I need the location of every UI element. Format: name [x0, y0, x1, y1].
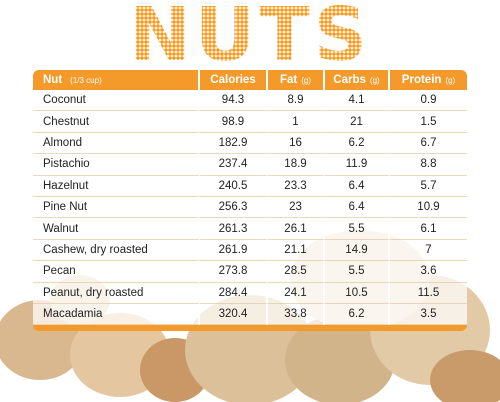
nut-name: Coconut — [33, 90, 200, 112]
value-cell: 261.3 — [200, 218, 268, 240]
value-cell: 11.5 — [390, 283, 467, 304]
value-cell: 26.1 — [268, 218, 325, 240]
nut-name: Chestnut — [33, 111, 200, 133]
value-cell: 23 — [268, 196, 325, 219]
value-cell: 24.1 — [268, 282, 325, 304]
nut-name: Pecan — [33, 261, 200, 283]
header-label: Protein — [401, 74, 442, 86]
value-cell: 6.4 — [325, 196, 390, 219]
header-unit: (g) — [301, 75, 312, 85]
value-cell: 98.9 — [200, 111, 268, 133]
table-row: Pecan 273.8 28.5 5.5 3.6 — [33, 261, 467, 283]
value-cell: 11.9 — [325, 154, 390, 176]
value-cell: 320.4 — [200, 303, 268, 326]
header-unit: (g) — [369, 75, 380, 85]
header-label: Nut — [43, 74, 63, 86]
value-cell: 5.7 — [390, 176, 467, 197]
nut-name: Hazelnut — [33, 175, 200, 197]
value-cell: 237.4 — [200, 154, 268, 176]
value-cell: 0.9 — [390, 90, 467, 112]
value-cell: 21.1 — [268, 239, 325, 262]
value-cell: 8.8 — [390, 154, 467, 176]
value-cell: 182.9 — [200, 132, 268, 155]
value-cell: 256.3 — [200, 196, 268, 219]
value-cell: 94.3 — [200, 90, 268, 112]
value-cell: 10.5 — [325, 282, 390, 304]
value-cell: 16 — [268, 132, 325, 155]
value-cell: 6.2 — [325, 303, 390, 326]
nut-name: Cashew, dry roasted — [33, 239, 200, 262]
value-cell: 33.8 — [268, 303, 325, 326]
header-cell: Nut (1/3 cup) — [33, 70, 200, 90]
header-cell: Protein (g) — [390, 70, 467, 90]
value-cell: 6.2 — [325, 132, 390, 155]
nut-name: Pine Nut — [33, 196, 200, 219]
header-cell: Carbs (g) — [325, 70, 390, 90]
value-cell: 273.8 — [200, 261, 268, 283]
table-row: Macadamia 320.4 33.8 6.2 3.5 — [33, 303, 467, 326]
value-cell: 14.9 — [325, 239, 390, 262]
nut-name: Peanut, dry roasted — [33, 282, 200, 304]
value-cell: 5.5 — [325, 261, 390, 283]
nut-name: Almond — [33, 132, 200, 155]
value-cell: 261.9 — [200, 239, 268, 262]
header-row: Nut (1/3 cup) Calories Fat (g) Carbs (g) Protei… — [33, 70, 467, 90]
table-row: Pine Nut 256.3 23 6.4 10.9 — [33, 196, 467, 219]
nut-name: Pistachio — [33, 154, 200, 176]
value-cell: 18.9 — [268, 154, 325, 176]
header-cell: Fat (g) — [268, 70, 325, 90]
table-row: Coconut 94.3 8.9 4.1 0.9 — [33, 90, 467, 112]
table-row: Pistachio 237.4 18.9 11.9 8.8 — [33, 154, 467, 176]
nut-name: Walnut — [33, 218, 200, 240]
value-cell: 7 — [390, 240, 467, 262]
table-row: Hazelnut 240.5 23.3 6.4 5.7 — [33, 175, 467, 197]
value-cell: 10.9 — [390, 197, 467, 219]
title: NUTS — [129, 0, 371, 78]
value-cell: 23.3 — [268, 175, 325, 197]
table-row: Cashew, dry roasted 261.9 21.1 14.9 7 — [33, 239, 467, 262]
nut-name: Macadamia — [33, 303, 200, 326]
nutrition-table: Nut (1/3 cup) Calories Fat (g) Carbs (g) Protei… — [33, 70, 467, 332]
header-unit: (g) — [445, 75, 456, 85]
header-unit: (1/3 cup) — [70, 75, 102, 85]
value-cell: 6.4 — [325, 175, 390, 197]
table-row: Chestnut 98.9 1 21 1.5 — [33, 111, 467, 133]
table-row: Almond 182.9 16 6.2 6.7 — [33, 132, 467, 155]
header-label: Fat — [279, 74, 298, 86]
value-cell: 5.5 — [325, 218, 390, 240]
value-cell: 21 — [325, 111, 390, 133]
value-cell: 3.6 — [390, 261, 467, 283]
value-cell: 6.7 — [390, 133, 467, 155]
value-cell: 3.5 — [390, 304, 467, 326]
header-label: Calories — [210, 74, 256, 86]
value-cell: 284.4 — [200, 282, 268, 304]
value-cell: 4.1 — [325, 90, 390, 112]
value-cell: 1.5 — [390, 111, 467, 133]
value-cell: 8.9 — [268, 90, 325, 112]
value-cell: 1 — [268, 111, 325, 133]
table-row: Peanut, dry roasted 284.4 24.1 10.5 11.5 — [33, 282, 467, 304]
value-cell: 240.5 — [200, 175, 268, 197]
table-row: Walnut 261.3 26.1 5.5 6.1 — [33, 218, 467, 240]
header-cell: Calories — [200, 70, 268, 90]
value-cell: 28.5 — [268, 261, 325, 283]
header-label: Carbs — [333, 74, 366, 86]
value-cell: 6.1 — [390, 218, 467, 240]
